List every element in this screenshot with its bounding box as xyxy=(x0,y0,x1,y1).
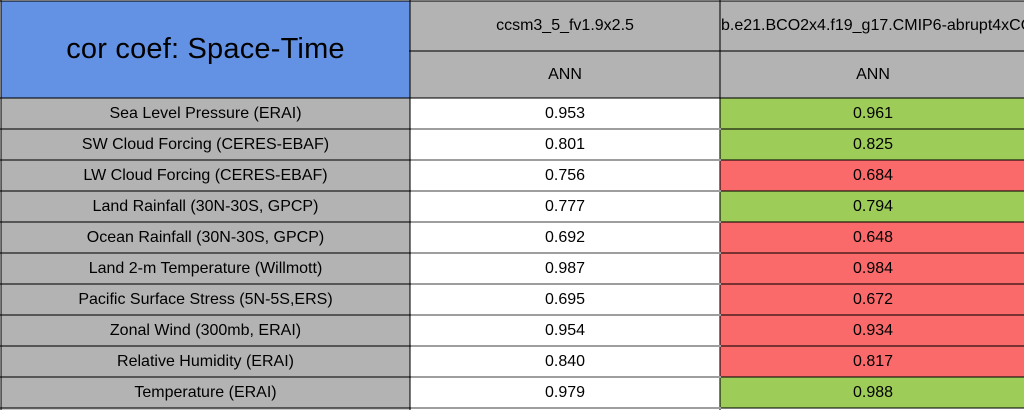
test-value: 0.684 xyxy=(719,159,1024,192)
control-value: 0.695 xyxy=(409,283,721,316)
table-row: Temperature (ERAI) 0.979 0.988 xyxy=(0,376,1024,409)
test-value: 0.934 xyxy=(719,314,1024,347)
partial-row-label xyxy=(0,407,411,410)
table-row: Relative Humidity (ERAI) 0.840 0.817 xyxy=(0,345,1024,378)
column-header-test-model: b.e21.BCO2x4.f19_g17.CMIP6-abrupt4xCO2-2… xyxy=(719,0,1024,52)
season-header-control: ANN xyxy=(409,50,721,99)
control-value: 0.953 xyxy=(409,97,721,130)
row-label: Pacific Surface Stress (5N-5S,ERS) xyxy=(0,283,411,316)
control-value: 0.954 xyxy=(409,314,721,347)
test-value: 0.672 xyxy=(719,283,1024,316)
table-row: Pacific Surface Stress (5N-5S,ERS) 0.695… xyxy=(0,283,1024,316)
control-value: 0.801 xyxy=(409,128,721,161)
row-label: Ocean Rainfall (30N-30S, GPCP) xyxy=(0,221,411,254)
column-header-control-model: ccsm3_5_fv1.9x2.5 xyxy=(409,0,721,52)
row-label: Temperature (ERAI) xyxy=(0,376,411,409)
row-label: Land 2-m Temperature (Willmott) xyxy=(0,252,411,285)
row-label: Sea Level Pressure (ERAI) xyxy=(0,97,411,130)
test-value: 0.648 xyxy=(719,221,1024,254)
row-label: Zonal Wind (300mb, ERAI) xyxy=(0,314,411,347)
partial-next-row xyxy=(0,407,1024,410)
partial-test-value xyxy=(719,407,1024,410)
control-value: 0.692 xyxy=(409,221,721,254)
table-row: Ocean Rainfall (30N-30S, GPCP) 0.692 0.6… xyxy=(0,221,1024,254)
header-row-seasons: ANN ANN xyxy=(1,50,1024,99)
control-value: 0.756 xyxy=(409,159,721,192)
page-title: cor coef: Space-Time xyxy=(0,0,411,99)
season-header-test: ANN xyxy=(719,50,1024,99)
row-label: Relative Humidity (ERAI) xyxy=(0,345,411,378)
table-row: Land 2-m Temperature (Willmott) 0.987 0.… xyxy=(0,252,1024,285)
test-value: 0.984 xyxy=(719,252,1024,285)
table-row: Land Rainfall (30N-30S, GPCP) 0.777 0.79… xyxy=(0,190,1024,223)
table-row: Sea Level Pressure (ERAI) 0.953 0.961 xyxy=(0,97,1024,130)
control-value: 0.777 xyxy=(409,190,721,223)
table-row: Zonal Wind (300mb, ERAI) 0.954 0.934 xyxy=(0,314,1024,347)
test-value: 0.817 xyxy=(719,345,1024,378)
test-value: 0.794 xyxy=(719,190,1024,223)
test-value: 0.825 xyxy=(719,128,1024,161)
test-value: 0.988 xyxy=(719,376,1024,409)
partial-control-value xyxy=(409,407,721,410)
header-row-models: cor coef: Space-Time ccsm3_5_fv1.9x2.5 b… xyxy=(0,0,1024,99)
control-value: 0.840 xyxy=(409,345,721,378)
test-value: 0.961 xyxy=(719,97,1024,130)
row-label: Land Rainfall (30N-30S, GPCP) xyxy=(0,190,411,223)
control-value: 0.987 xyxy=(409,252,721,285)
control-value: 0.979 xyxy=(409,376,721,409)
row-label: LW Cloud Forcing (CERES-EBAF) xyxy=(0,159,411,192)
table-row: SW Cloud Forcing (CERES-EBAF) 0.801 0.82… xyxy=(0,128,1024,161)
table-row: LW Cloud Forcing (CERES-EBAF) 0.756 0.68… xyxy=(0,159,1024,192)
row-label: SW Cloud Forcing (CERES-EBAF) xyxy=(0,128,411,161)
